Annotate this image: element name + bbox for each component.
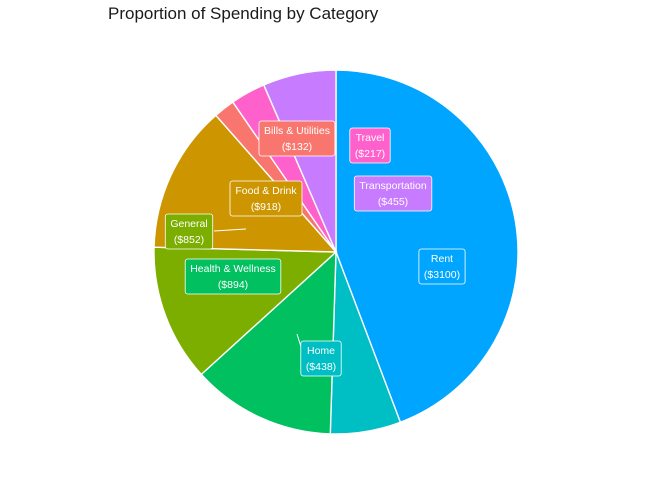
pie-label-general: General ($852): [164, 213, 214, 250]
pie-label-health-wellness: Health & Wellness ($894): [184, 258, 282, 295]
label-category: Bills & Utilities: [264, 125, 330, 137]
chart-title: Proportion of Spending by Category: [108, 4, 379, 23]
pie-slice-transportation: [262, 69, 337, 253]
label-leader-line: [213, 228, 247, 232]
pie-labels: Rent ($3100) Home ($438) Health & Wellness ($…: [164, 120, 466, 377]
pie-label-bills-utilities: Bills & Utilities ($132): [258, 120, 336, 157]
label-box: [349, 127, 391, 164]
label-value: ($918): [251, 201, 281, 213]
pie-slice-health-wellness: [200, 250, 337, 435]
label-box: [184, 258, 282, 295]
label-value: ($3100): [424, 269, 460, 281]
label-category: Food & Drink: [235, 185, 297, 197]
pie-label-rent: Rent ($3100): [418, 248, 466, 285]
label-box: [229, 180, 303, 217]
label-value: ($455): [378, 196, 408, 208]
label-category: Transportation: [359, 180, 426, 192]
label-value: ($217): [355, 148, 385, 160]
label-category: Rent: [431, 253, 453, 265]
label-value: ($894): [218, 279, 248, 291]
label-box: [300, 340, 342, 377]
label-box: [353, 175, 433, 212]
pie-label-transportation: Transportation ($455): [353, 175, 433, 212]
label-value: ($132): [282, 141, 312, 153]
label-value: ($852): [174, 234, 204, 246]
label-box: [258, 120, 336, 157]
label-box: [164, 213, 214, 250]
label-category: Home: [307, 345, 335, 357]
pie-label-travel: Travel ($217): [349, 127, 391, 164]
label-category: General: [170, 218, 207, 230]
label-value: ($438): [306, 361, 336, 373]
label-category: Health & Wellness: [190, 263, 276, 275]
pie-label-home: Home ($438): [300, 340, 342, 377]
pie-label-food-drink: Food & Drink ($918): [229, 180, 303, 217]
label-box: [418, 248, 466, 285]
label-category: Travel: [356, 132, 385, 144]
